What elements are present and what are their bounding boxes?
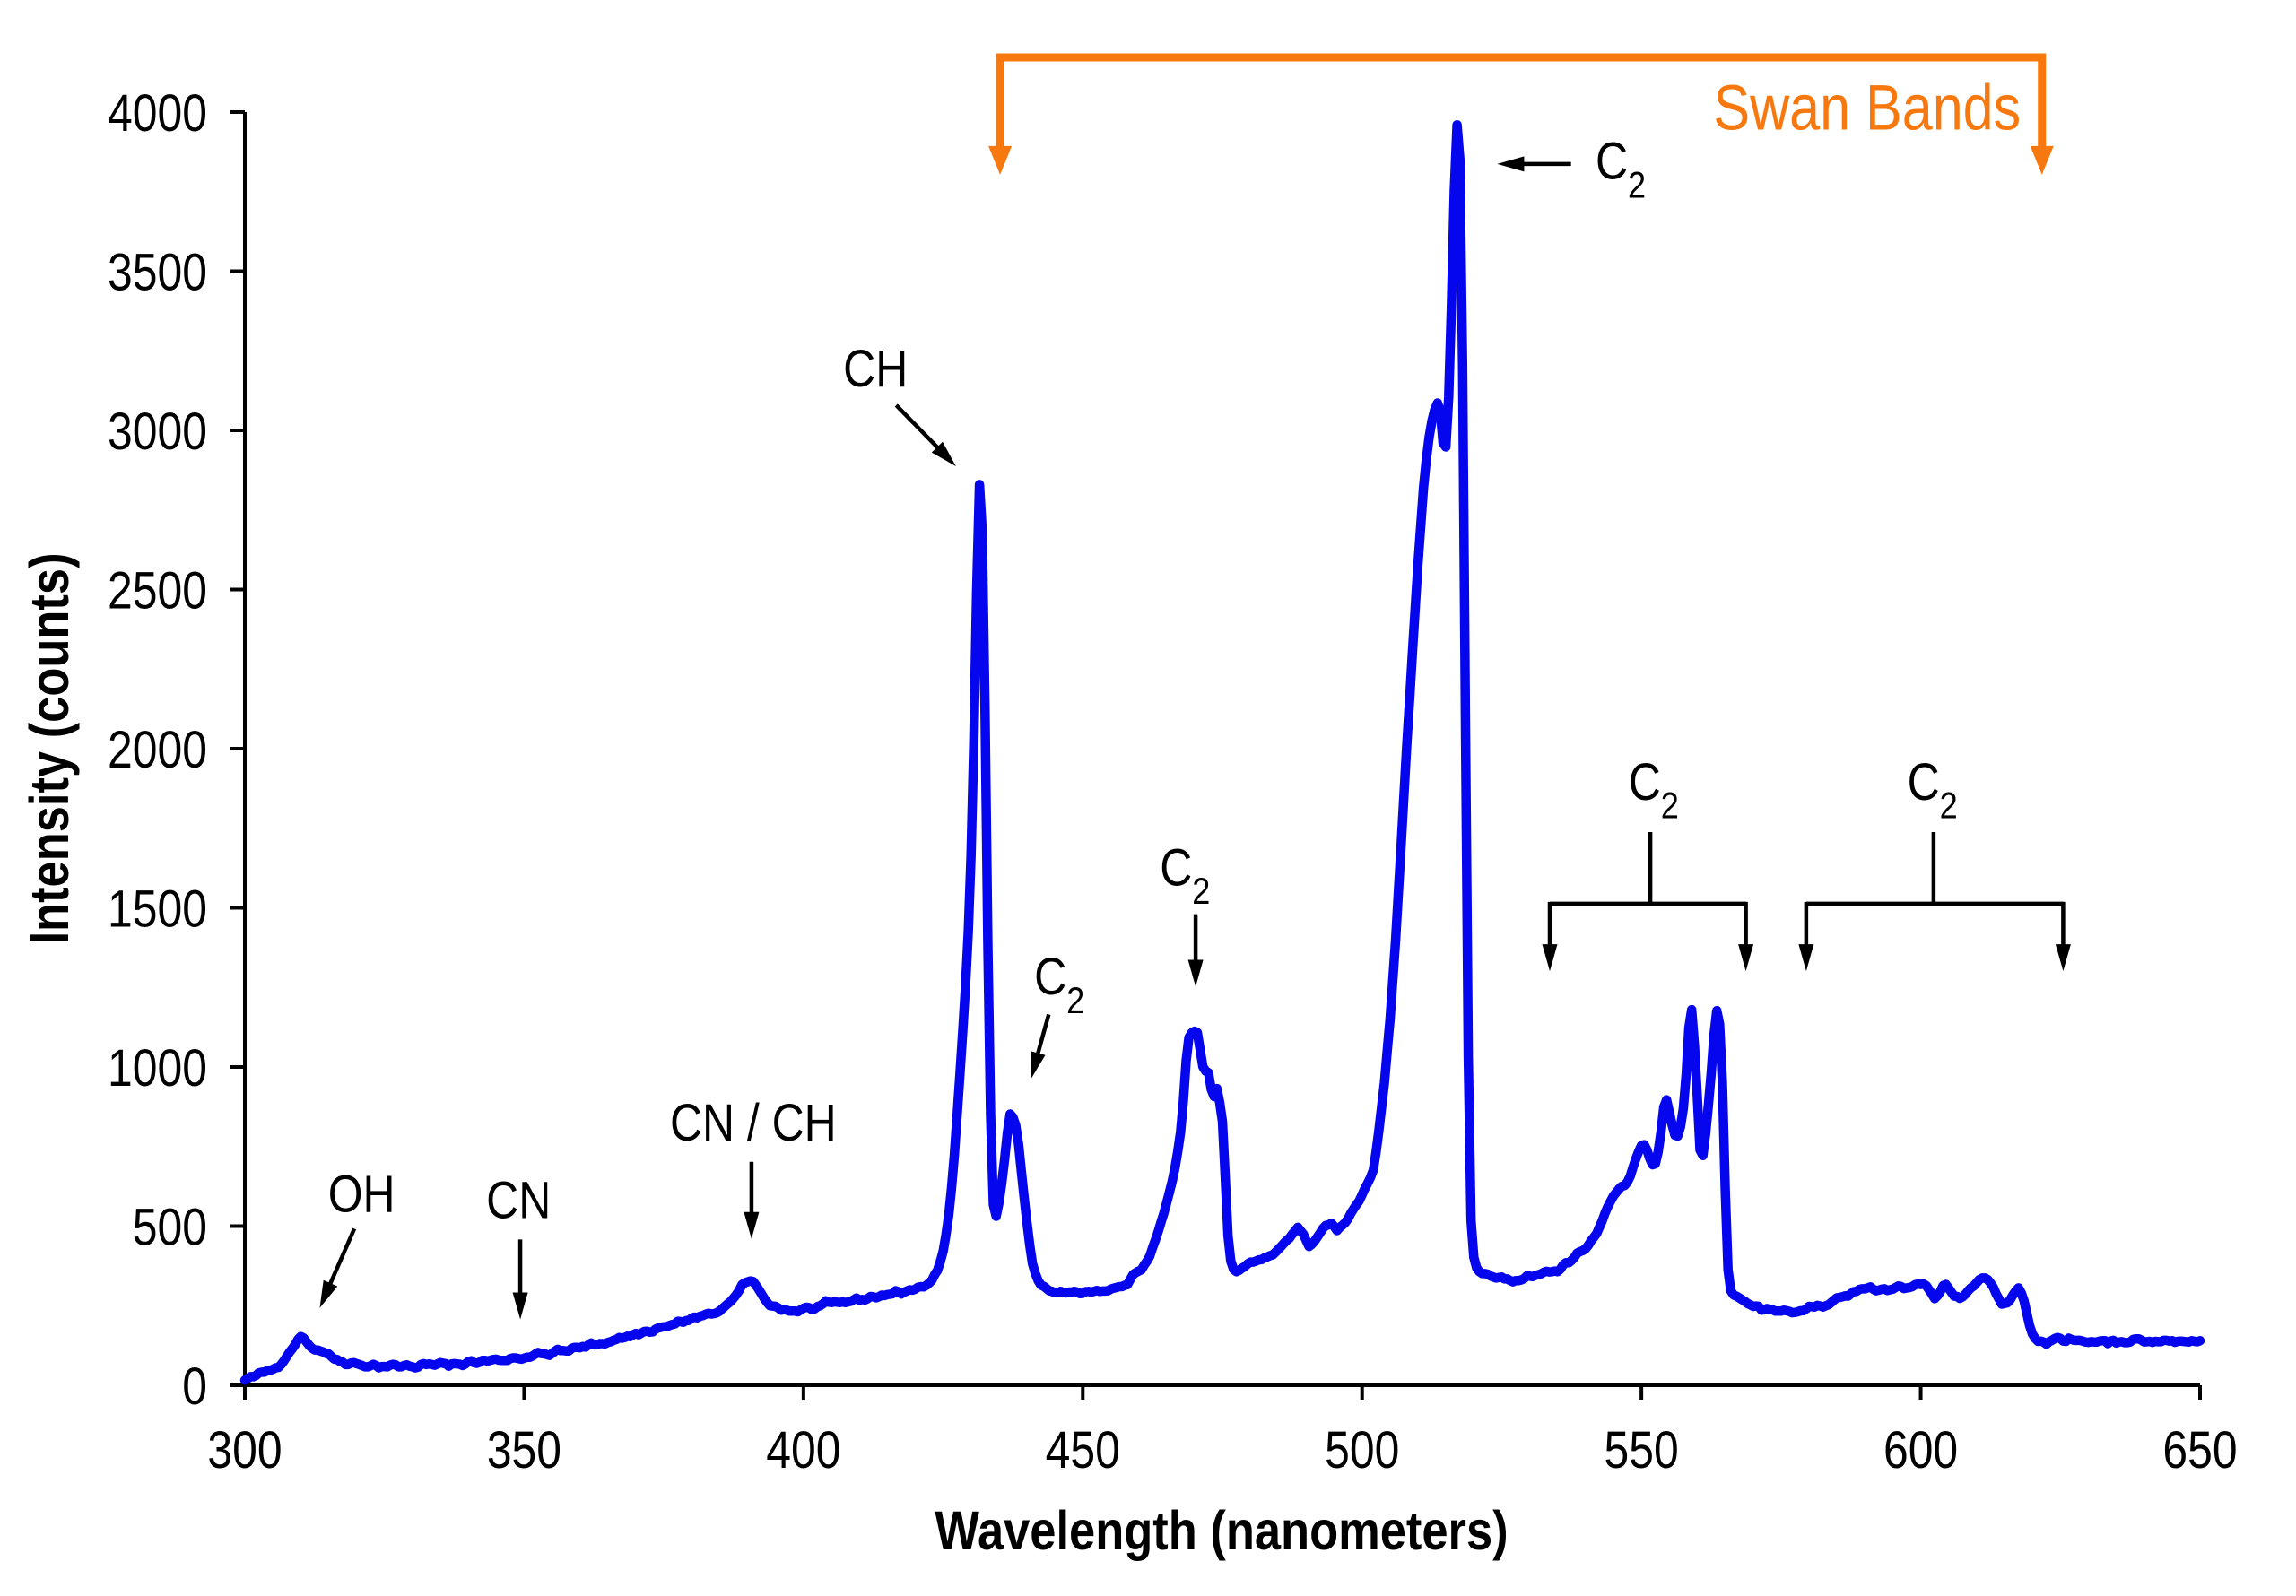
swan-arrow-head-right [2030,145,2054,175]
peak-label-cn: CN [486,1172,551,1229]
peak-annotations: OH CN CN / CH CH C2 C2 C2 C2 C2 [319,133,2071,1320]
x-tick-label: 400 [766,1422,840,1479]
axis-tick-labels: 300 350 400 450 500 550 600 650 0 500 1000 1500 2000… [108,85,2238,1479]
peak-arrow-oh-head [319,1279,338,1308]
x-tick-label: 300 [207,1422,282,1479]
peak-label-cn-ch: CN / CH [670,1095,837,1152]
peak-arrow-oh-line [327,1227,357,1286]
y-tick-label: 1000 [108,1040,207,1097]
band-label-c2-swan-band-2: C2 [1908,753,1958,826]
y-tick-label: 3500 [108,244,207,301]
spectrum-curve [239,119,2205,1385]
band-arrow-left-c2-swan-band-2-head [1798,944,1814,972]
y-tick-label: 0 [182,1358,207,1416]
swan-bracket [996,53,2047,148]
peak-arrow-c2-470-head [1187,959,1204,987]
spectrum-line [239,119,2205,1385]
band-arrow-right-c2-swan-band-2-head [2055,944,2071,972]
axes [230,112,2200,1400]
x-tick-label: 550 [1605,1422,1679,1479]
x-tick-label: 500 [1325,1422,1399,1479]
peak-arrow-c2-516-head [1497,156,1525,172]
swan-bands-label: Swan Bands [1713,73,2021,143]
peak-arrow-ch-head [931,441,956,467]
peak-arrow-c2-438-line [1035,1013,1051,1056]
y-tick-label: 4000 [108,85,207,143]
peak-arrow-ch-line [894,403,940,450]
band-bracket-c2-swan-band-1 [1549,832,1746,906]
peak-label-ch: CH [843,341,908,398]
peak-label-c2-516: C2 [1596,133,1646,205]
x-tick-label: 650 [2162,1422,2237,1479]
peak-arrow-cn-ch-head [744,1211,760,1239]
peak-arrow-cn-head [512,1292,528,1320]
y-tick-label: 500 [133,1199,207,1256]
swan-arrow-head-left [988,145,1013,175]
x-tick-label: 350 [487,1422,561,1479]
band-arrow-left-c2-swan-band-1-head [1542,944,1558,972]
y-tick-label: 2000 [108,722,207,779]
x-axis-title: Wavelength (nanometers) [935,1500,1508,1562]
y-axis-title: Intensity (counts) [19,552,81,944]
y-tick-label: 2500 [108,562,207,620]
axis-titles: Wavelength (nanometers) Intensity (count… [19,552,1508,1561]
band-label-c2-swan-band-1: C2 [1629,753,1679,826]
y-tick-label: 3000 [108,403,207,461]
peak-label-oh: OH [328,1166,396,1223]
peak-label-c2-438: C2 [1034,949,1084,1021]
swan-bands-bracket: Swan Bands [988,53,2054,175]
peak-arrow-c2-438-head [1031,1051,1046,1080]
band-arrow-right-c2-swan-band-1-head [1738,944,1754,972]
peak-label-c2-470: C2 [1160,839,1210,912]
band-bracket-c2-swan-band-2 [1805,832,2064,906]
axis-ticks [230,110,2202,1400]
x-tick-label: 450 [1046,1422,1120,1479]
x-tick-label: 600 [1883,1422,1958,1479]
y-tick-label: 1500 [108,880,207,938]
